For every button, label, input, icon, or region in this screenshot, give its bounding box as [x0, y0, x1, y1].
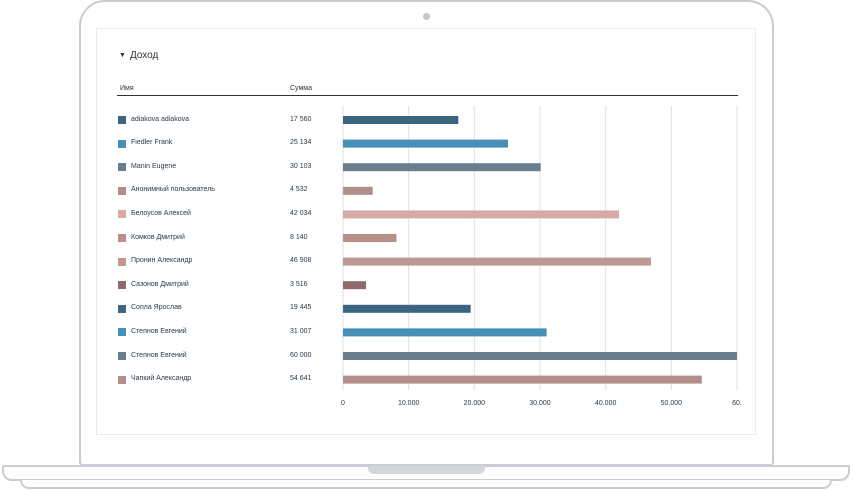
x-tick-label: 0 [341, 400, 345, 407]
legend-swatch [118, 281, 126, 290]
row-value: 8 140 [290, 233, 308, 241]
x-tick-label: 30.000 [529, 400, 551, 407]
bar[interactable] [343, 375, 702, 384]
screen-edge [96, 28, 97, 435]
bar[interactable] [343, 186, 373, 195]
camera-icon [423, 13, 430, 20]
legend-swatch [118, 163, 126, 172]
row-value: 25 134 [290, 139, 312, 147]
row-name: Комков Дмитрий [131, 233, 185, 241]
bar[interactable] [343, 163, 541, 172]
bar[interactable] [343, 304, 471, 313]
panel-header[interactable]: ▼ Доход [119, 50, 158, 61]
legend-swatch [118, 186, 126, 195]
bar[interactable] [343, 139, 509, 148]
row-name: Сопла Ярослав [131, 304, 182, 312]
row-value: 19 445 [290, 304, 312, 312]
x-tick-label: 50.000 [661, 400, 683, 407]
bar[interactable] [343, 352, 737, 360]
column-header-sum: Сумма [290, 85, 312, 92]
row-name: Степнов Евгений [131, 351, 187, 359]
panel-title: Доход [129, 50, 159, 61]
row-name: Пронин Александр [131, 257, 193, 265]
row-name: Чапкий Александр [131, 375, 192, 383]
bar[interactable] [343, 210, 620, 219]
row-value: 3 516 [290, 280, 308, 288]
row-value: 4 532 [290, 186, 308, 194]
row-value: 46 908 [290, 257, 312, 265]
x-tick-label: 20.000 [464, 400, 486, 407]
bar[interactable] [343, 116, 459, 124]
row-value: 17 560 [290, 115, 312, 123]
row-name: Fiedler Frank [131, 139, 173, 147]
row-value: 31 007 [290, 327, 312, 335]
x-tick-label: 40.000 [595, 400, 617, 407]
laptop-notch [368, 466, 485, 474]
x-tick-label: 10.000 [398, 400, 420, 407]
row-name: adiakova adiakova [131, 115, 189, 123]
x-tick-label: 60. [732, 400, 742, 407]
column-header-name: Имя [120, 85, 134, 92]
row-name: Manin Eugene [131, 162, 177, 170]
bar[interactable] [343, 257, 652, 266]
row-name: Белоусов Алексей [131, 209, 191, 217]
row-name: Анонимный пользователь [131, 186, 215, 194]
row-name: Степнов Евгений [131, 327, 187, 335]
legend-swatch [118, 352, 126, 360]
caret-down-icon[interactable]: ▼ [119, 52, 126, 59]
bar[interactable] [343, 281, 367, 290]
row-value: 54 641 [290, 375, 312, 383]
legend-swatch [118, 257, 126, 266]
legend-swatch [118, 139, 126, 148]
legend-swatch [118, 375, 126, 384]
row-value: 42 034 [290, 209, 312, 217]
legend-swatch [118, 210, 126, 219]
legend-swatch [118, 304, 126, 313]
header-divider [117, 95, 738, 96]
bar[interactable] [343, 328, 547, 337]
row-name: Сазонов Дмитрий [131, 280, 189, 288]
legend-swatch [118, 328, 126, 337]
legend-swatch [118, 116, 126, 124]
row-value: 60 000 [290, 351, 312, 359]
row-value: 30 103 [290, 162, 312, 170]
bar[interactable] [343, 234, 397, 242]
legend-swatch [118, 234, 126, 242]
